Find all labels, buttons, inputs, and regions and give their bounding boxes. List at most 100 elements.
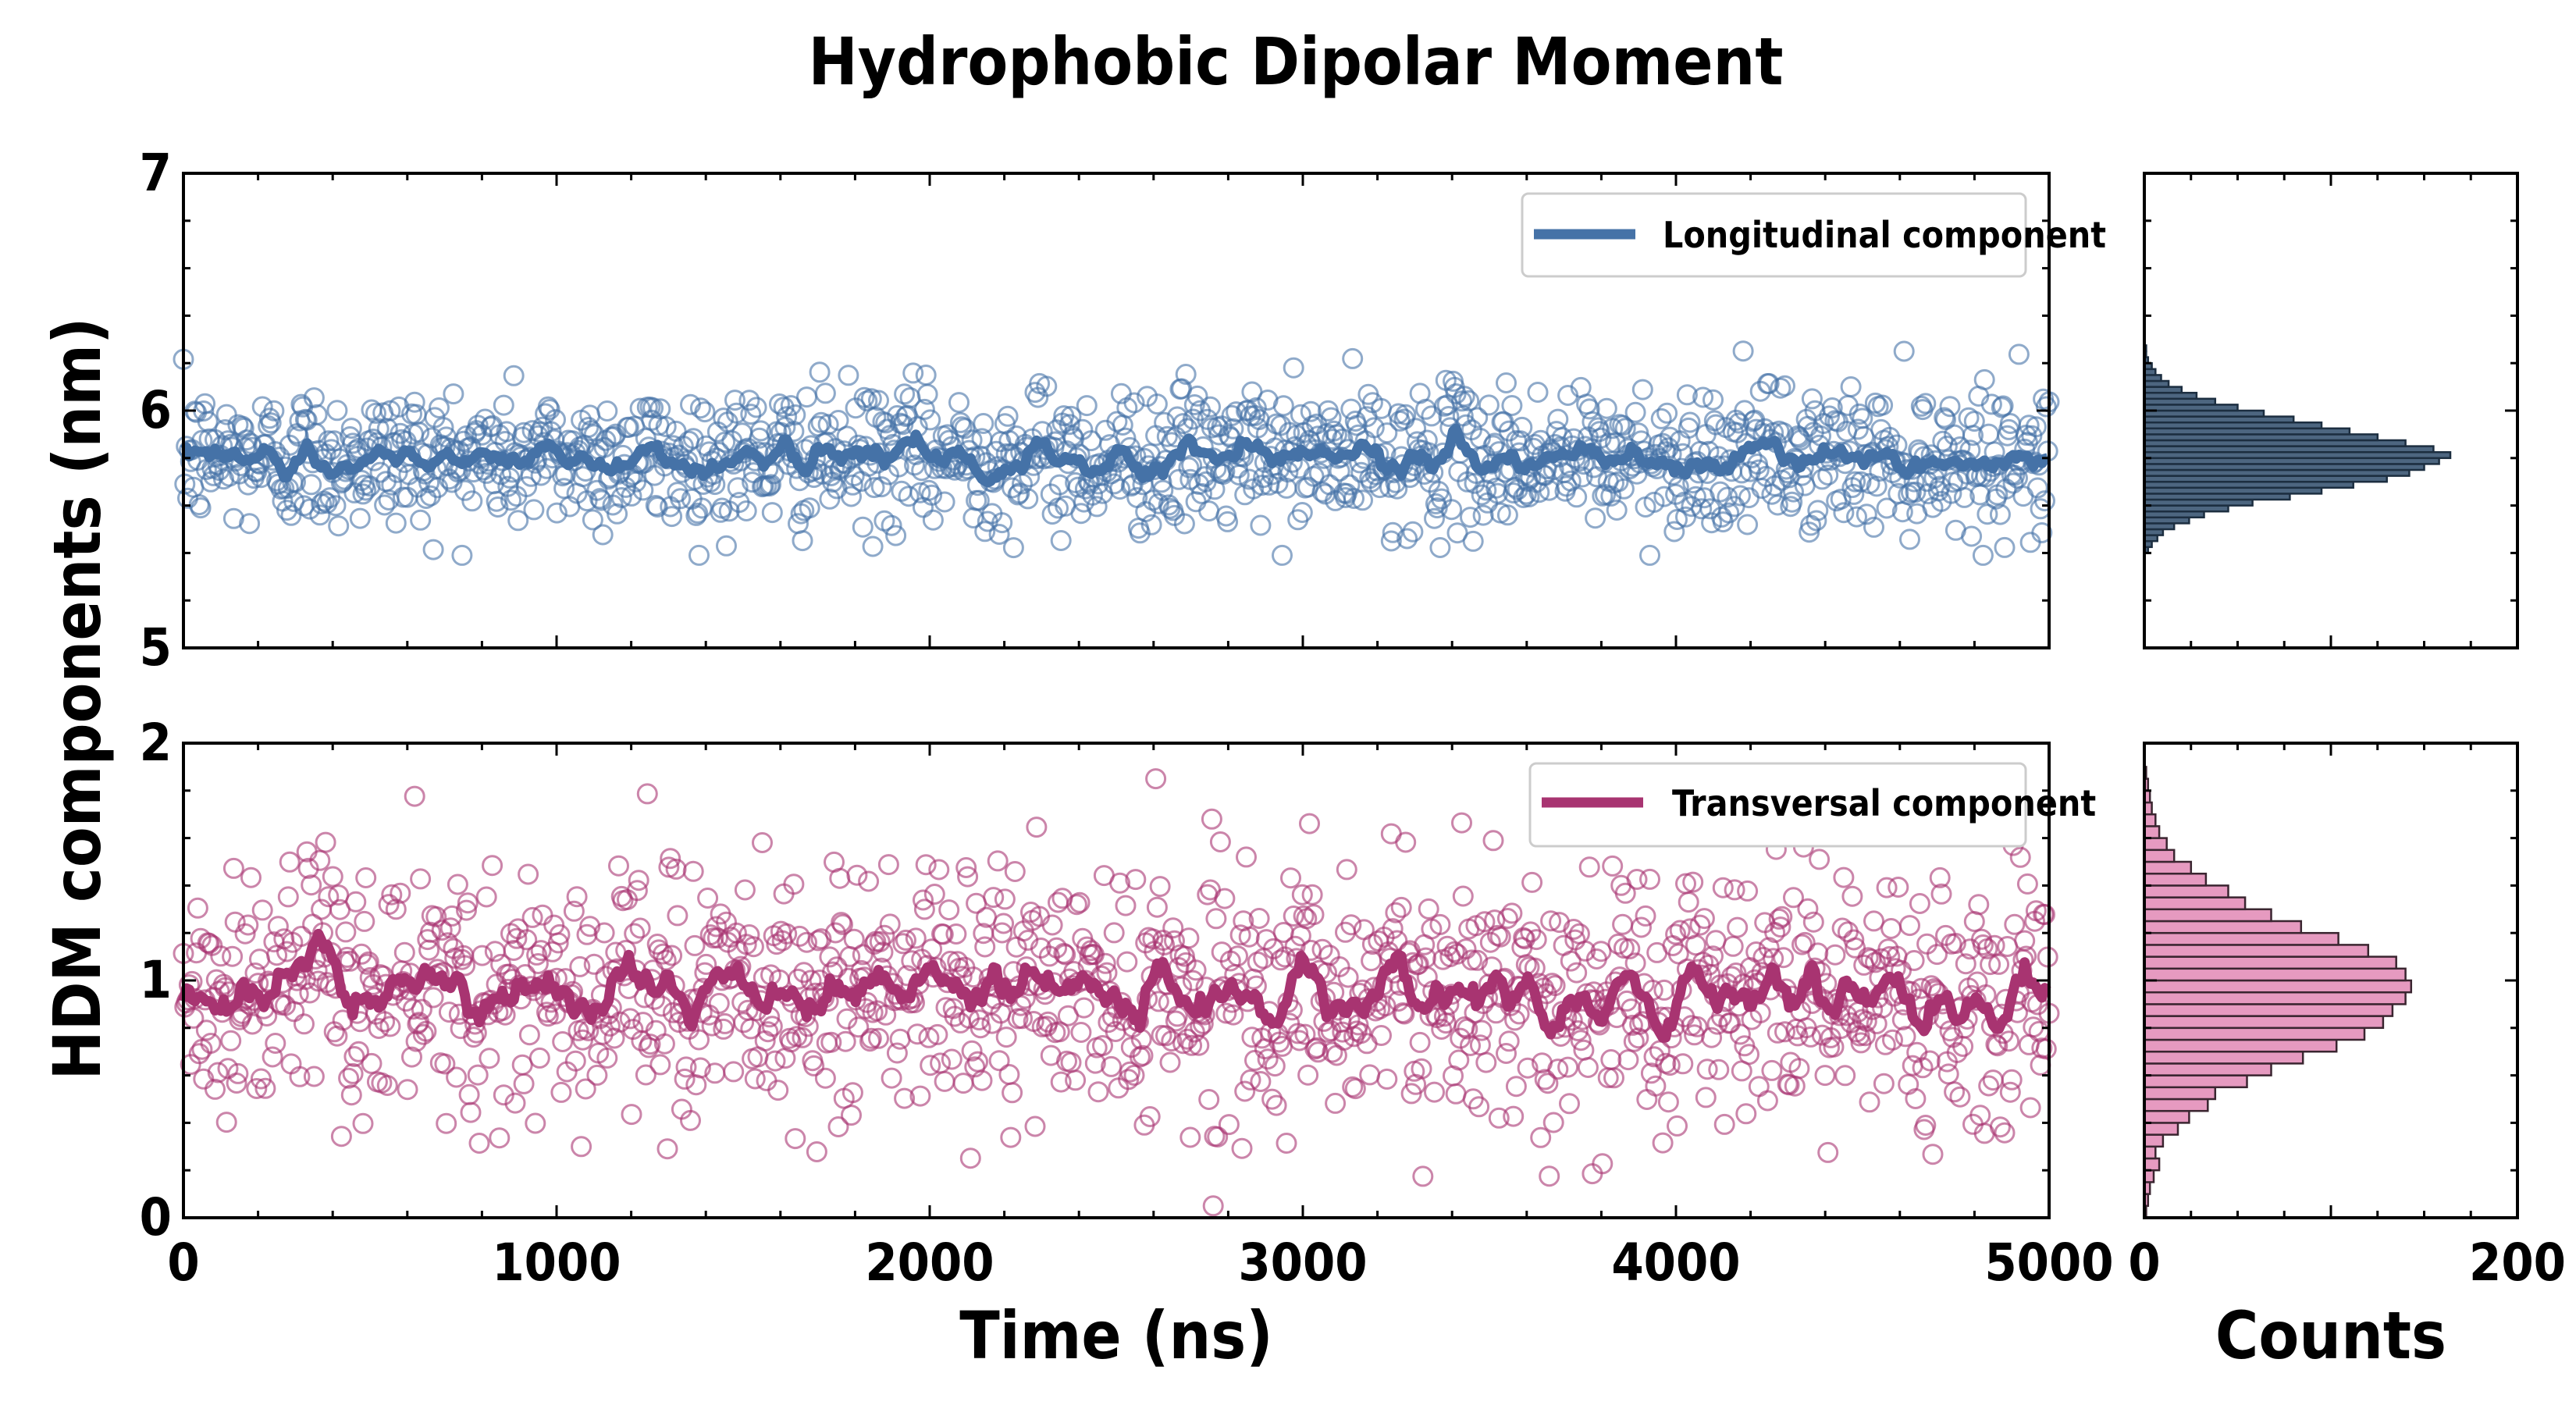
data-point <box>1991 397 2012 418</box>
data-point <box>1653 486 1675 507</box>
data-point <box>315 831 336 853</box>
data-point <box>1236 846 1257 868</box>
data-point <box>628 870 649 891</box>
data-point <box>1146 393 1168 415</box>
data-point <box>1941 482 1962 504</box>
data-point <box>1607 933 1629 955</box>
data-point <box>827 1116 849 1137</box>
data-point <box>1539 1165 1560 1187</box>
data-point <box>780 1031 802 1053</box>
data-point <box>1830 489 1852 510</box>
data-point <box>1585 507 1606 529</box>
data-point <box>1541 973 1563 994</box>
data-point <box>1783 887 1804 909</box>
data-point <box>646 496 668 518</box>
data-point <box>1628 1027 1649 1049</box>
data-point <box>507 510 529 532</box>
data-point <box>463 1027 485 1048</box>
data-point <box>1048 891 1069 913</box>
data-point <box>838 365 859 386</box>
data-point <box>308 970 329 992</box>
data-point <box>1322 429 1343 450</box>
data-point <box>852 516 873 538</box>
data-point <box>1737 880 1759 902</box>
data-point <box>605 423 627 445</box>
histogram-bar <box>2143 955 2397 970</box>
data-point <box>1291 884 1313 906</box>
data-point <box>1879 426 1901 448</box>
data-point <box>785 404 806 425</box>
data-point <box>948 392 970 414</box>
hist-x-axis-label: Counts <box>2215 1297 2446 1374</box>
data-point <box>920 1055 941 1076</box>
data-point <box>1863 910 1884 932</box>
data-point <box>1667 1115 1688 1137</box>
data-point <box>1643 491 1665 513</box>
data-point <box>1178 457 1200 479</box>
data-point <box>1475 1051 1497 1073</box>
data-point <box>909 482 931 503</box>
data-point <box>1115 895 1137 916</box>
data-point <box>326 400 348 422</box>
data-point <box>1843 929 1865 951</box>
data-point <box>422 539 444 560</box>
data-point <box>1903 950 1925 971</box>
data-point <box>545 1003 566 1025</box>
data-point <box>807 930 829 952</box>
hist-x-tick-200: 200 <box>2469 1233 2566 1293</box>
data-point <box>918 1027 940 1048</box>
data-point <box>1758 372 1780 394</box>
data-point <box>1847 418 1869 440</box>
data-point <box>1175 364 1197 385</box>
chart-title: Hydrophobic Dipolar Moment <box>809 23 1784 100</box>
data-point <box>1607 471 1629 493</box>
data-point <box>913 898 935 920</box>
data-point <box>1542 1112 1564 1133</box>
data-point <box>354 910 375 932</box>
data-point <box>1768 908 1790 930</box>
data-point <box>1322 1041 1343 1063</box>
data-point <box>1656 402 1678 424</box>
data-point <box>2018 1034 2040 1055</box>
histogram-bar <box>2143 920 2303 934</box>
data-point <box>636 783 658 805</box>
data-point <box>210 945 232 967</box>
data-point <box>645 495 667 516</box>
data-point <box>1393 1003 1415 1025</box>
data-point <box>518 1024 540 1046</box>
data-point <box>1624 401 1646 423</box>
data-point <box>1050 1071 1072 1093</box>
data-point <box>1748 1076 1770 1098</box>
data-point <box>593 922 615 944</box>
data-point <box>1732 340 1754 362</box>
data-point <box>1939 396 1961 418</box>
data-point <box>220 1030 242 1051</box>
data-point <box>1773 422 1795 443</box>
data-point <box>547 932 569 954</box>
data-point <box>1949 1086 1971 1108</box>
data-point <box>810 928 832 950</box>
data-point <box>684 934 706 956</box>
transversal-legend: Transversal component <box>1528 762 2096 848</box>
data-point <box>1961 525 1983 547</box>
data-point <box>685 1074 707 1096</box>
data-point <box>1217 511 1239 532</box>
data-point <box>1577 1057 1599 1078</box>
data-point <box>1467 407 1489 429</box>
data-point <box>1771 906 1793 927</box>
data-point <box>1173 513 1195 535</box>
data-point <box>1936 436 1958 457</box>
data-point <box>1261 1088 1283 1110</box>
data-point <box>1496 1043 1517 1064</box>
data-point <box>1482 830 1504 852</box>
data-point <box>1665 923 1687 945</box>
data-point <box>1479 931 1501 953</box>
data-point <box>1932 430 1954 452</box>
data-point <box>550 1081 572 1103</box>
data-point <box>1343 488 1364 509</box>
data-point <box>1626 869 1648 890</box>
data-point <box>2001 1069 2023 1091</box>
data-point <box>1429 913 1451 935</box>
data-point <box>1405 418 1427 439</box>
data-point <box>365 402 386 424</box>
